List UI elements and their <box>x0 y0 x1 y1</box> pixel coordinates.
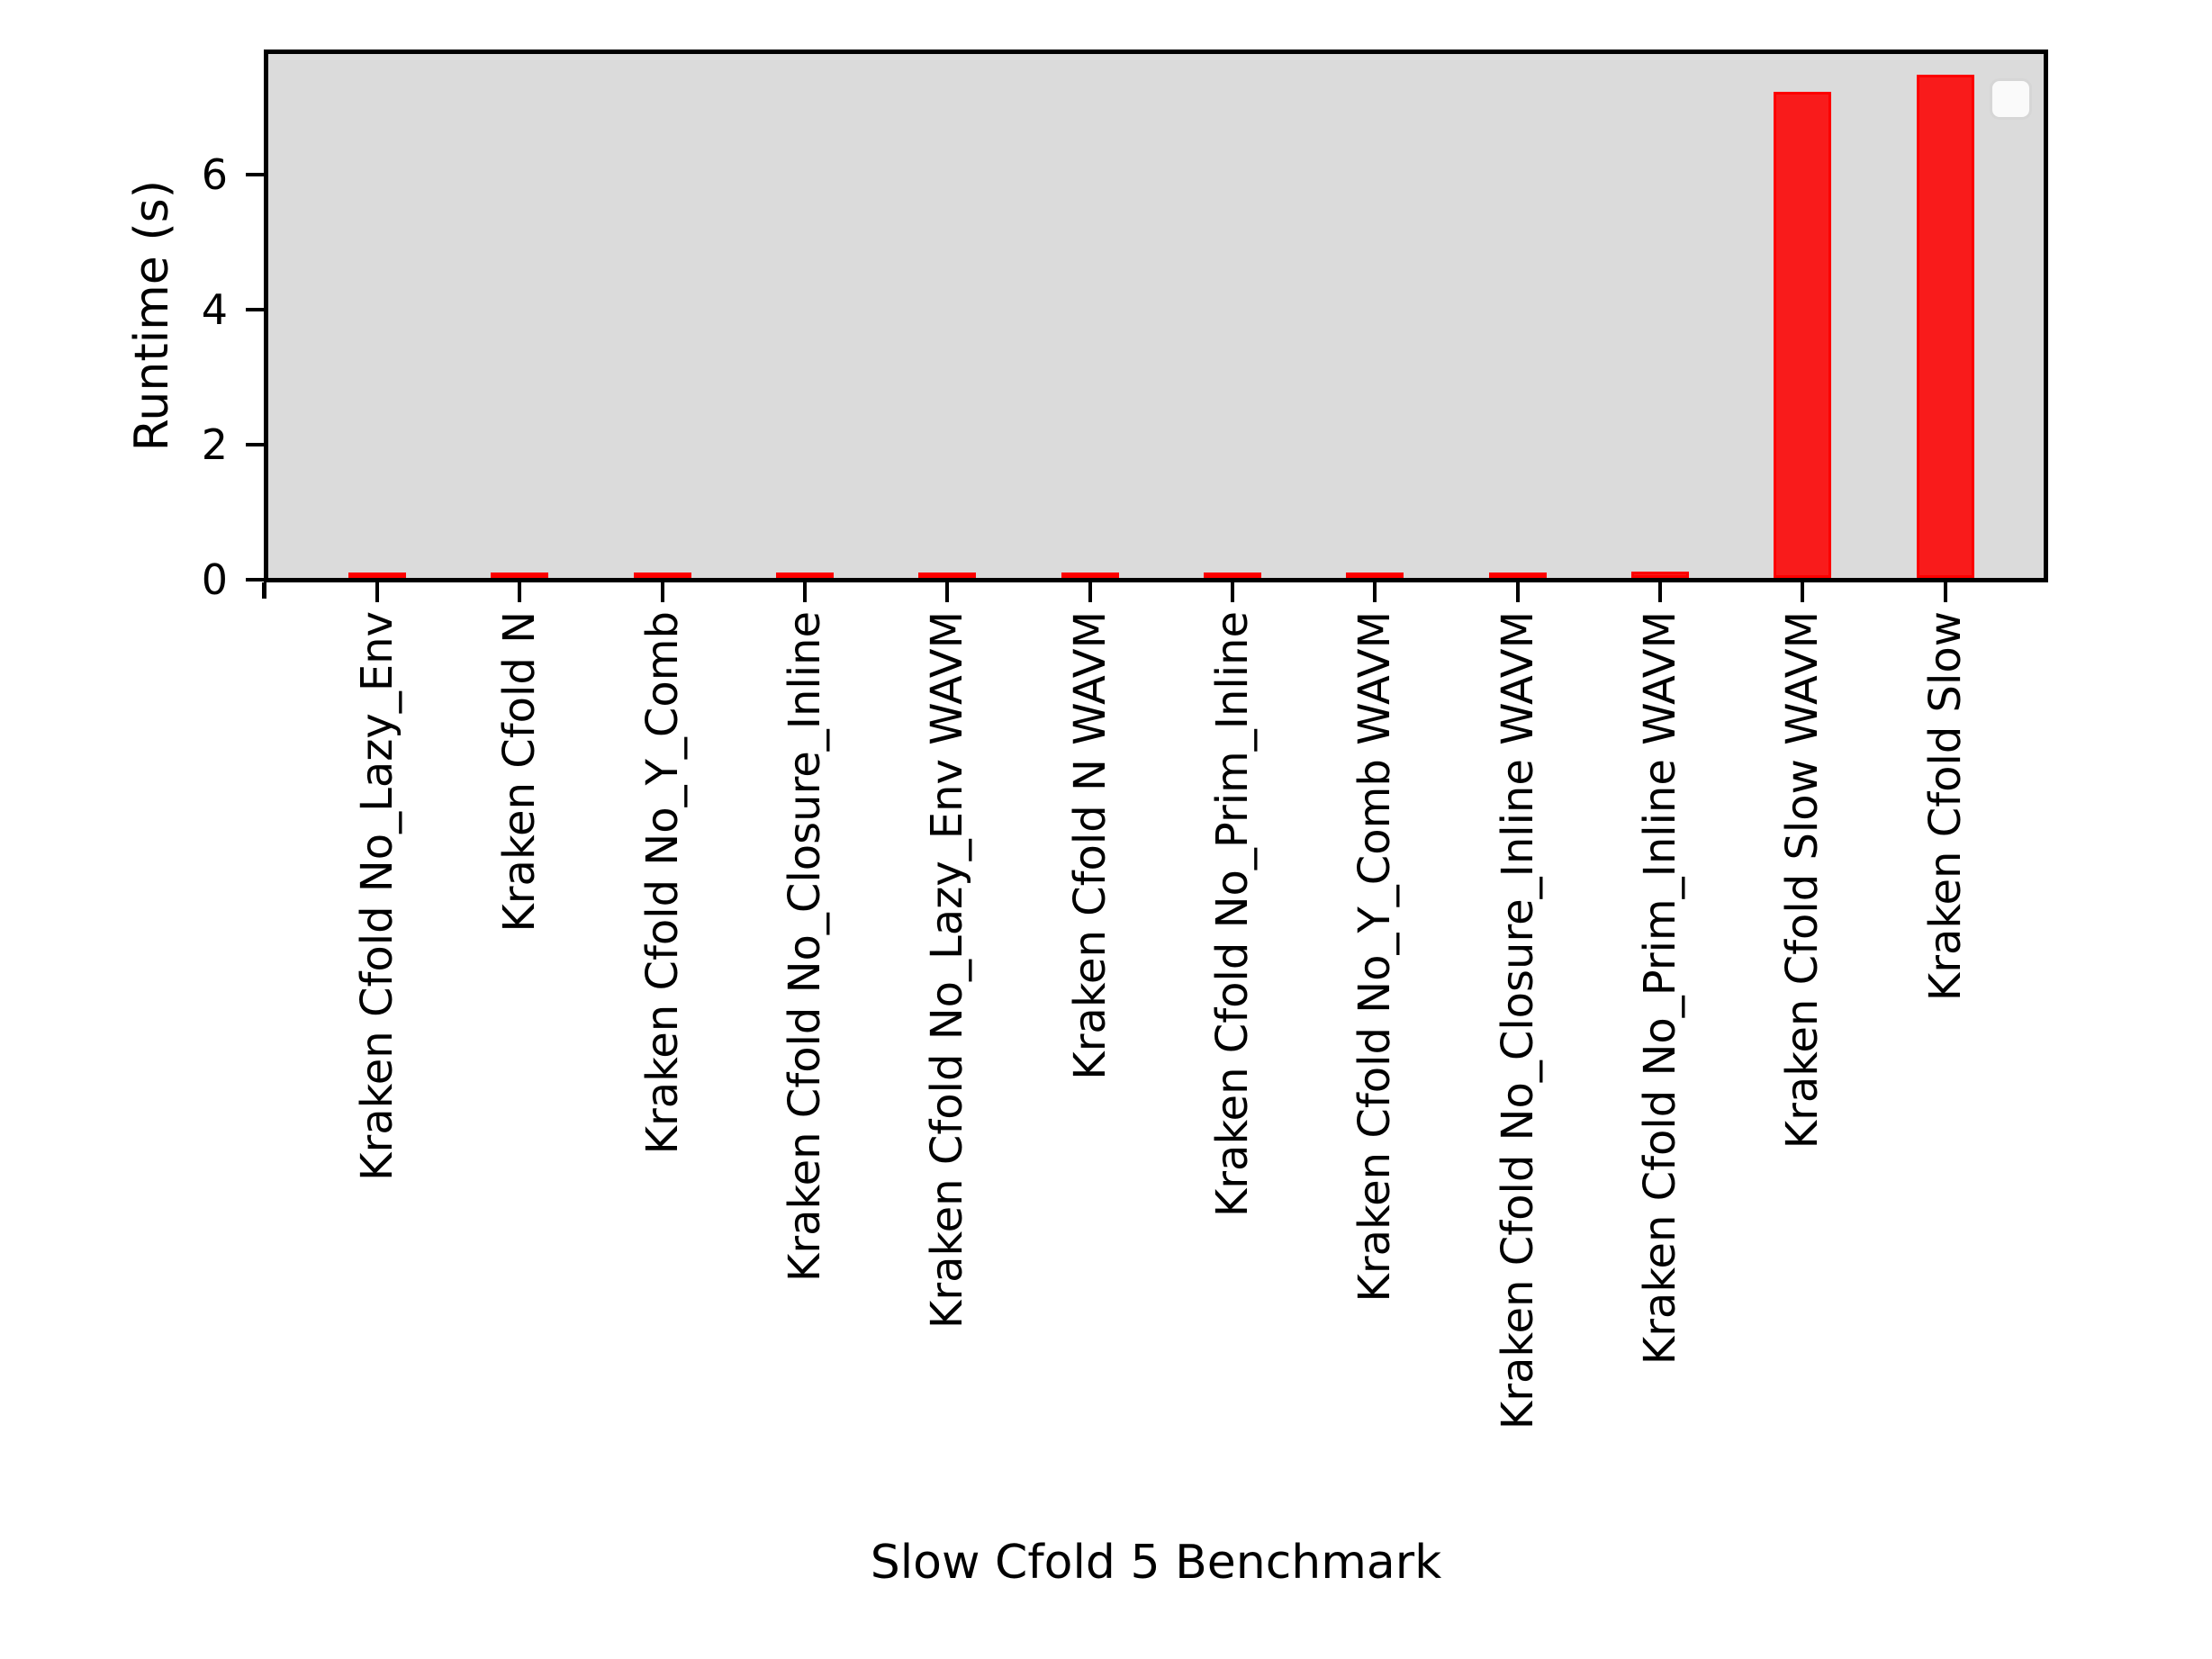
y-tick <box>246 443 264 446</box>
category-label: Kraken Cfold No_Lazy_Env <box>352 611 403 1181</box>
x-axis-label: Slow Cfold 5 Benchmark <box>870 1536 1442 1590</box>
bar <box>918 573 977 578</box>
y-tick-label: 2 <box>201 420 228 469</box>
bar <box>1346 573 1404 578</box>
x-tick-cell <box>1304 582 1446 602</box>
category-label: Kraken Cfold No_Y_Comb WAVM <box>1350 611 1401 1303</box>
x-tick <box>518 582 522 602</box>
bar <box>1774 92 1832 578</box>
x-tick <box>1658 582 1663 602</box>
bar <box>776 573 835 578</box>
category-label-cell: Kraken Cfold No_Closure_Inline WAVM <box>1447 611 1589 1529</box>
x-tick <box>1515 582 1520 602</box>
category-label-cell: Kraken Cfold No_Y_Comb WAVM <box>1304 611 1446 1529</box>
bar-cell <box>734 54 876 578</box>
y-tick <box>246 173 264 176</box>
category-label: Kraken Cfold N WAVM <box>1064 611 1115 1080</box>
bar <box>348 573 407 578</box>
category-label: Kraken Cfold Slow WAVM <box>1777 611 1828 1150</box>
category-label: Kraken Cfold No_Closure_Inline <box>780 611 831 1283</box>
x-tick-cell <box>448 582 591 602</box>
category-label-cell: Kraken Cfold No_Closure_Inline <box>734 611 876 1529</box>
category-label-cell: Kraken Cfold Slow WAVM <box>1731 611 1873 1529</box>
category-label: Kraken Cfold No_Lazy_Env WAVM <box>922 611 973 1330</box>
bar <box>491 573 549 578</box>
y-tick-label: 4 <box>201 285 228 334</box>
x-tick-cell <box>1019 582 1161 602</box>
category-label: Kraken Cfold No_Closure_Inline WAVM <box>1492 611 1543 1430</box>
category-label-cell: Kraken Cfold No_Lazy_Env <box>306 611 448 1529</box>
x-tick-cell <box>591 582 734 602</box>
y-tick <box>246 308 264 311</box>
x-tick-cell <box>1447 582 1589 602</box>
bar-cell <box>591 54 734 578</box>
category-label-cell: Kraken Cfold N <box>448 611 591 1529</box>
x-tick-cell <box>734 582 876 602</box>
bar-cell <box>448 54 591 578</box>
y-tick <box>246 578 264 582</box>
category-labels-row: Kraken Cfold No_Lazy_Env Kraken Cfold N Kr… <box>268 611 2044 1529</box>
x-tick-cell <box>876 582 1018 602</box>
category-label-cell: Kraken Cfold N WAVM <box>1019 611 1161 1529</box>
bar <box>633 573 691 578</box>
x-tick <box>1231 582 1235 602</box>
category-label-cell: Kraken Cfold No_Prim_Inline <box>1161 611 1304 1529</box>
category-label: Kraken Cfold N <box>494 611 546 933</box>
x-tick <box>803 582 808 602</box>
axis-corner-tick <box>262 582 266 599</box>
x-tick <box>1373 582 1377 602</box>
x-ticks-row <box>268 582 2044 602</box>
bar-cell <box>1589 54 1731 578</box>
category-label-cell: Kraken Cfold No_Lazy_Env WAVM <box>876 611 1018 1529</box>
category-label: Kraken Cfold No_Prim_Inline WAVM <box>1635 611 1686 1366</box>
bar-cell <box>1874 54 2017 578</box>
x-tick <box>375 582 380 602</box>
legend-box <box>1990 78 2032 120</box>
bar-cell <box>1304 54 1446 578</box>
bars-row <box>268 54 2044 578</box>
x-tick <box>1943 582 1947 602</box>
category-label-cell: Kraken Cfold No_Y_Comb <box>591 611 734 1529</box>
bar <box>1488 573 1547 578</box>
plot-area <box>264 50 2048 582</box>
x-tick-cell <box>306 582 448 602</box>
category-label: Kraken Cfold Slow <box>1919 611 1971 1002</box>
bar-cell <box>1447 54 1589 578</box>
x-tick <box>660 582 664 602</box>
bar <box>1916 75 1974 578</box>
bar-cell <box>306 54 448 578</box>
bar <box>1061 573 1119 578</box>
category-label-cell: Kraken Cfold Slow <box>1874 611 2017 1529</box>
x-tick <box>945 582 950 602</box>
x-tick-cell <box>1731 582 1873 602</box>
x-tick-cell <box>1874 582 2017 602</box>
bar-cell <box>1161 54 1304 578</box>
category-label-cell: Kraken Cfold No_Prim_Inline WAVM <box>1589 611 1731 1529</box>
bar-cell <box>1019 54 1161 578</box>
category-label: Kraken Cfold No_Prim_Inline <box>1207 611 1259 1218</box>
y-tick-label: 6 <box>201 150 228 199</box>
x-tick <box>1088 582 1092 602</box>
bar <box>1631 572 1690 578</box>
bar-cell <box>876 54 1018 578</box>
category-label: Kraken Cfold No_Y_Comb <box>637 611 688 1155</box>
bar-cell <box>1731 54 1873 578</box>
x-tick-cell <box>1161 582 1304 602</box>
bar <box>1204 573 1262 578</box>
x-tick-cell <box>1589 582 1731 602</box>
y-tick-label: 0 <box>201 555 228 604</box>
x-tick <box>1801 582 1805 602</box>
